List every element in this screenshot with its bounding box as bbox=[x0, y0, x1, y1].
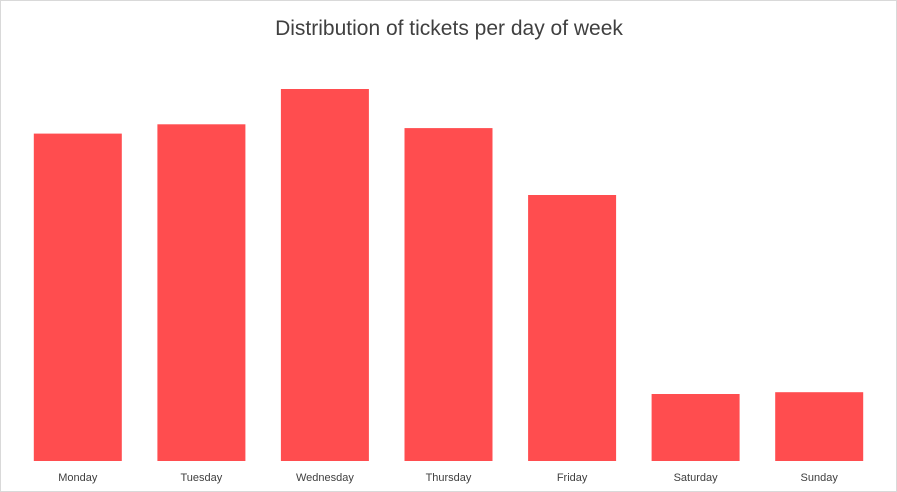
bar-wednesday bbox=[280, 89, 369, 461]
bars-group bbox=[33, 89, 864, 462]
x-tick-label-monday: Monday bbox=[58, 472, 98, 484]
bar-monday bbox=[33, 133, 122, 461]
bar-sunday bbox=[775, 392, 864, 461]
x-tick-label-sunday: Sunday bbox=[801, 472, 839, 484]
x-tick-label-saturday: Saturday bbox=[674, 472, 719, 484]
x-tick-label-friday: Friday bbox=[557, 472, 588, 484]
x-tick-label-tuesday: Tuesday bbox=[181, 472, 223, 484]
x-tick-label-thursday: Thursday bbox=[426, 472, 472, 484]
x-tick-label-wednesday: Wednesday bbox=[296, 472, 354, 484]
bar-thursday bbox=[404, 128, 493, 461]
bar-tuesday bbox=[157, 124, 246, 462]
bar-friday bbox=[528, 195, 617, 461]
x-axis-labels: Monday Tuesday Wednesday Thursday Friday Satu… bbox=[58, 472, 838, 484]
bar-saturday bbox=[651, 394, 740, 461]
chart-title: Distribution of tickets per day of week bbox=[275, 17, 623, 40]
